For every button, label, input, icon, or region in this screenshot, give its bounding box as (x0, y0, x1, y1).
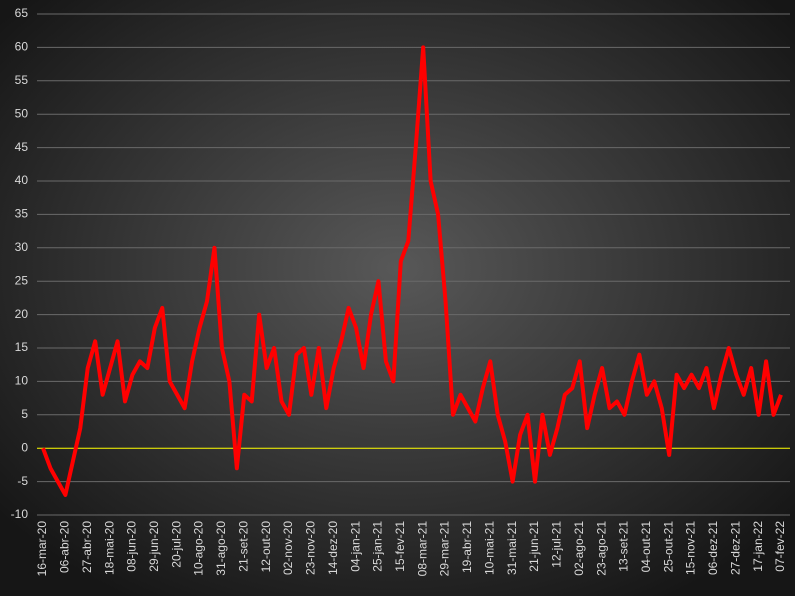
x-tick-label: 19-abr-21 (460, 521, 474, 573)
x-tick-label: 29-mar-21 (438, 521, 452, 577)
x-tick-label: 14-dez-20 (326, 521, 340, 575)
x-tick-label: 23-ago-21 (594, 521, 608, 576)
x-tick-label: 02-ago-21 (572, 521, 586, 576)
y-tick-label: -5 (17, 474, 28, 488)
x-tick-label: 29-jun-20 (147, 521, 161, 572)
y-tick-label: 35 (15, 207, 29, 221)
x-tick-label: 25-jan-21 (371, 521, 385, 572)
x-tick-label: 08-mar-21 (415, 521, 429, 577)
x-tick-label: 12-jul-21 (550, 521, 564, 568)
x-tick-label: 04-out-21 (639, 521, 653, 573)
y-tick-label: 45 (15, 140, 29, 154)
y-tick-label: 15 (15, 340, 29, 354)
x-tick-label: 15-nov-21 (684, 521, 698, 575)
y-tick-label: 55 (15, 73, 29, 87)
y-tick-label: 10 (15, 374, 29, 388)
y-tick-label: 30 (15, 240, 29, 254)
data-line (41, 45, 783, 497)
x-tick-label: 07-fev-22 (773, 521, 787, 572)
y-tick-label: 5 (21, 407, 28, 421)
x-tick-label: 16-mar-20 (35, 521, 49, 577)
x-tick-label: 20-jul-20 (169, 521, 183, 568)
x-tick-label: 21-jun-21 (527, 521, 541, 572)
x-tick-label: 10-ago-20 (192, 521, 206, 576)
x-tick-label: 31-mai-21 (505, 521, 519, 575)
x-tick-label: 06-dez-21 (706, 521, 720, 575)
y-tick-label: 0 (21, 440, 28, 454)
x-tick-label: 04-jan-21 (348, 521, 362, 572)
x-tick-label: 25-out-21 (661, 521, 675, 573)
x-tick-label: 17-jan-22 (751, 521, 765, 572)
x-tick-label: 31-ago-20 (214, 521, 228, 576)
x-tick-label: 10-mai-21 (482, 521, 496, 575)
y-tick-label: 60 (15, 40, 29, 54)
x-tick-label: 08-jun-20 (125, 521, 139, 572)
y-tick-label: 40 (15, 173, 29, 187)
x-tick-label: 02-nov-20 (281, 521, 295, 575)
x-tick-label: 18-mai-20 (102, 521, 116, 575)
x-tick-label: 27-abr-20 (80, 521, 94, 573)
y-tick-label: 25 (15, 273, 29, 287)
x-tick-label: 12-out-20 (259, 521, 273, 573)
y-tick-label: -10 (11, 507, 29, 521)
y-tick-label: 20 (15, 307, 29, 321)
x-tick-label: 21-set-20 (236, 521, 250, 572)
x-tick-label: 15-fev-21 (393, 521, 407, 572)
y-tick-label: 50 (15, 106, 29, 120)
y-tick-label: 65 (15, 6, 29, 20)
x-tick-label: 23-nov-20 (304, 521, 318, 575)
x-tick-label: 27-dez-21 (728, 521, 742, 575)
x-tick-label: 13-set-21 (617, 521, 631, 572)
x-tick-label: 06-abr-20 (58, 521, 72, 573)
